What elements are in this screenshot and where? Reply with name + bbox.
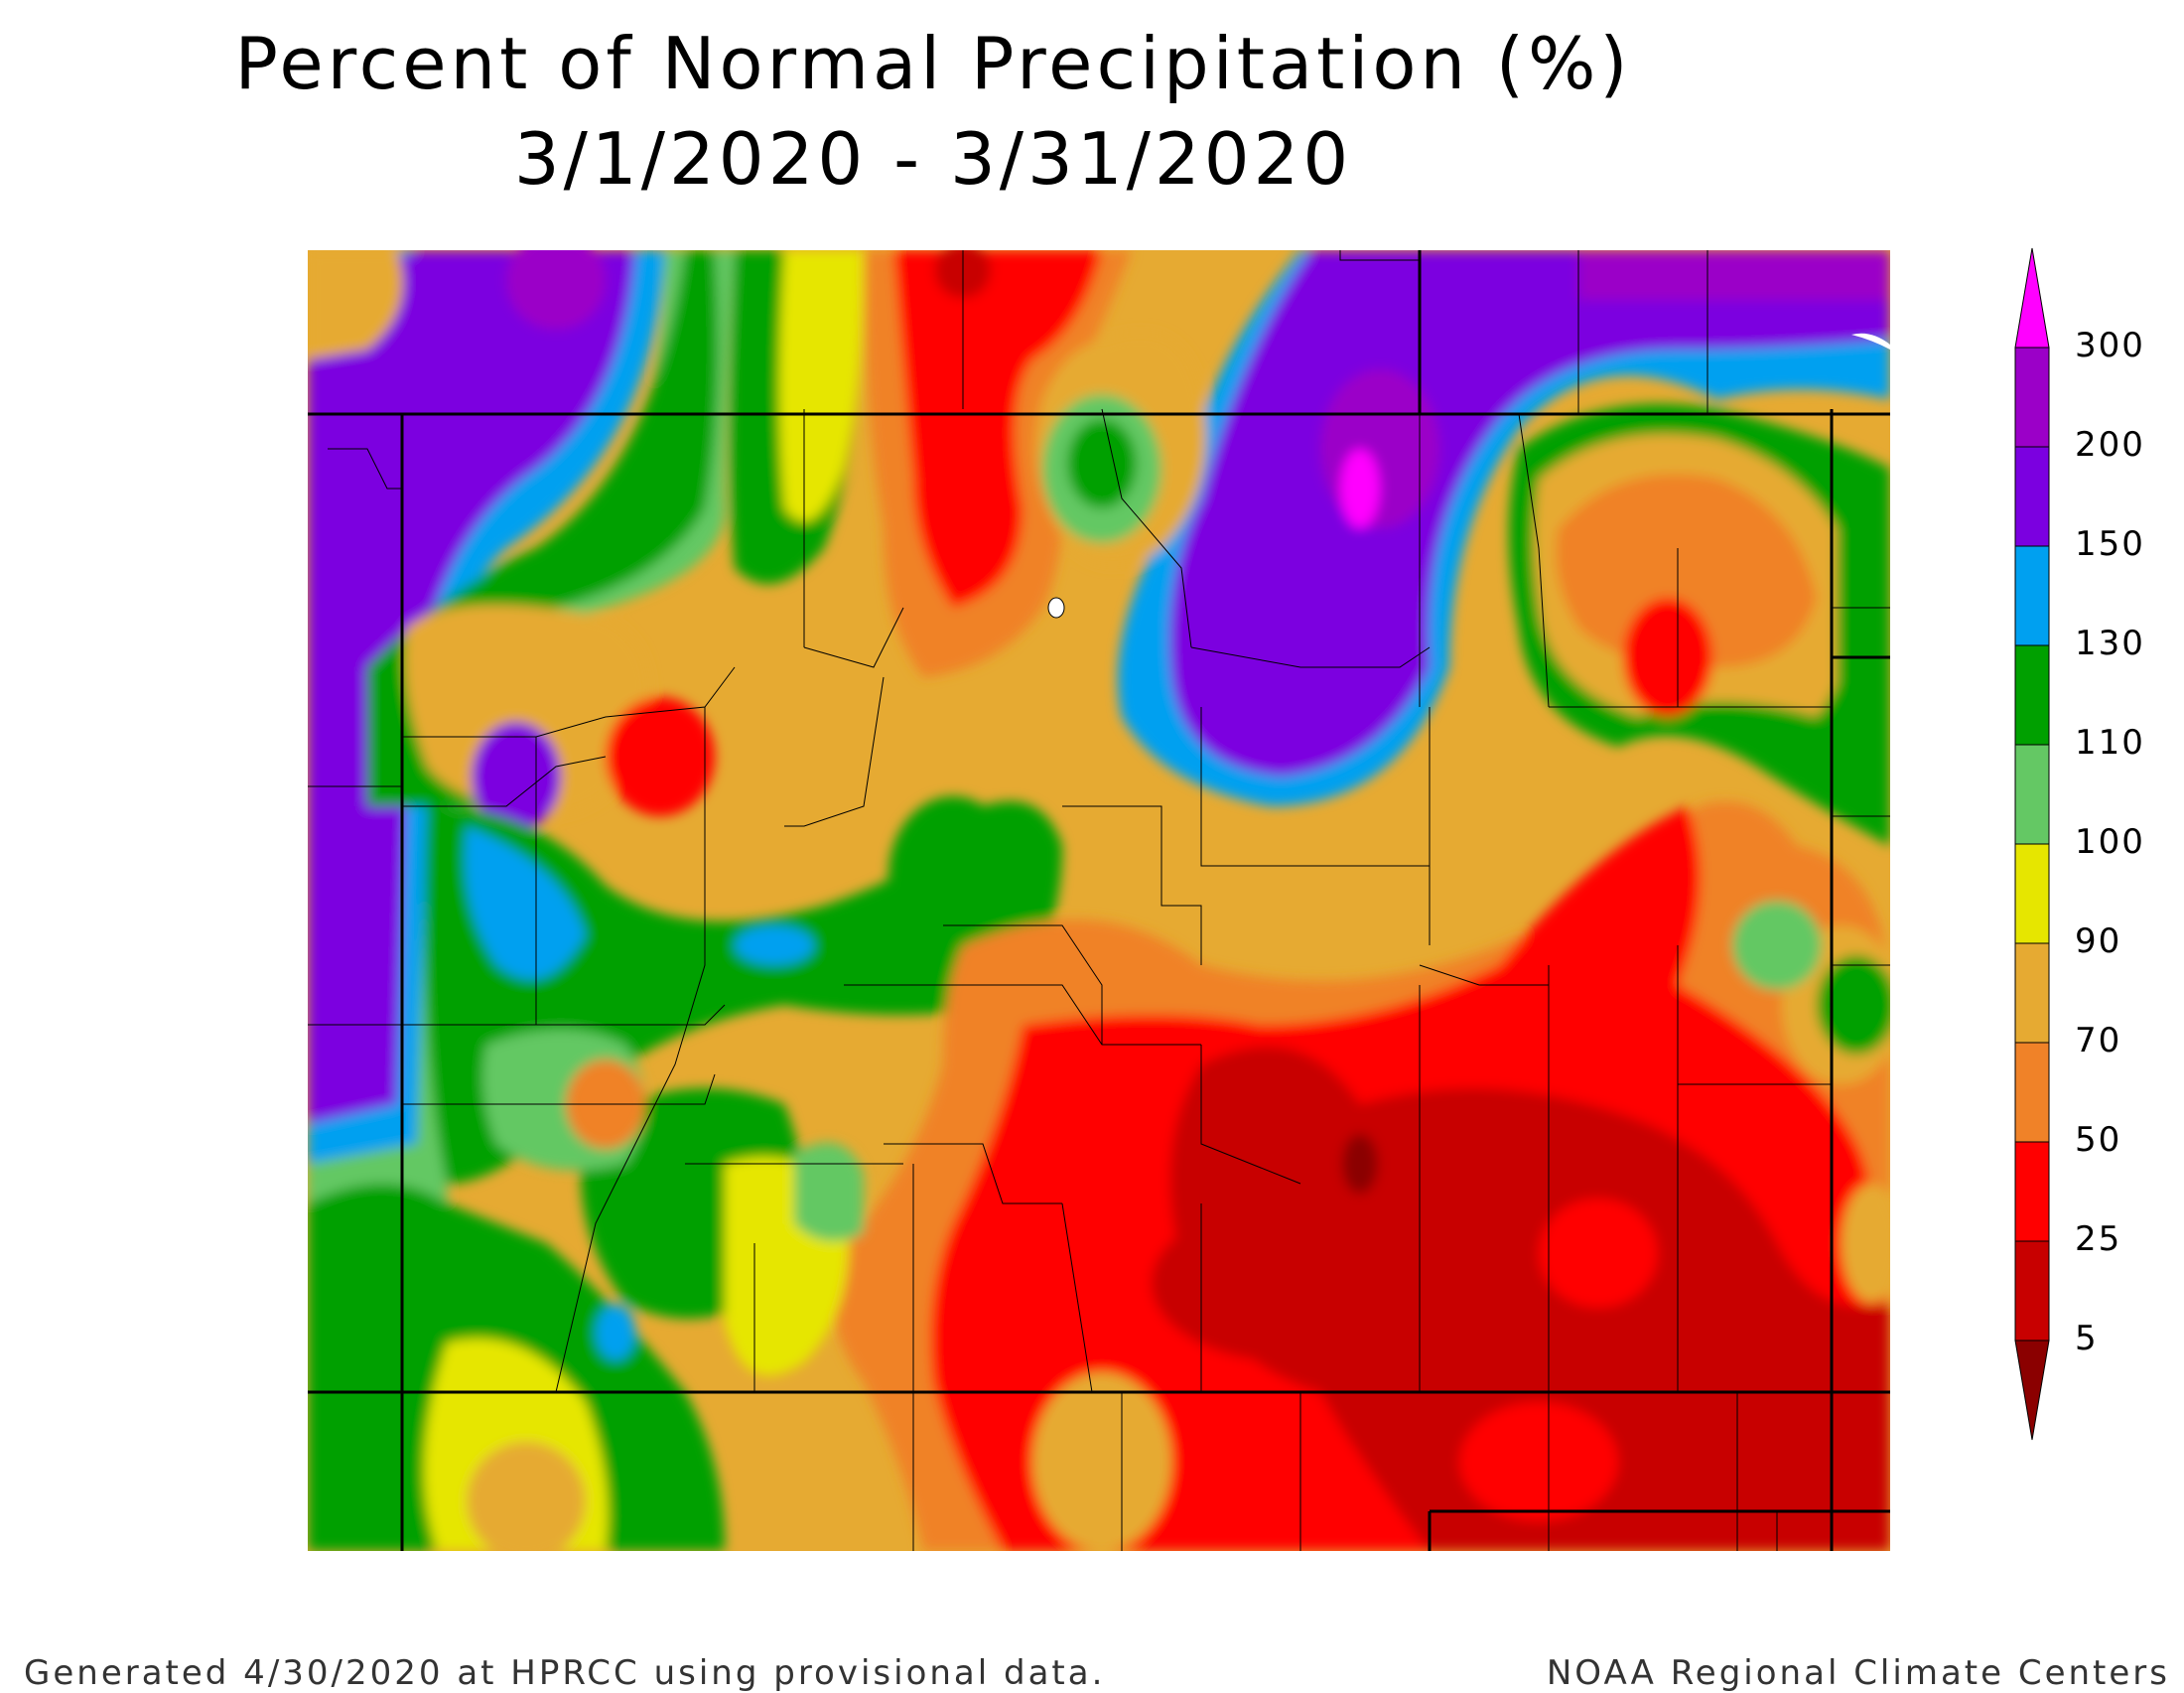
state-borders xyxy=(308,250,1890,1551)
map-date-range: 3/1/2020 - 3/31/2020 xyxy=(513,117,1353,201)
legend-swatch xyxy=(2014,744,2050,845)
legend-swatch xyxy=(2014,1141,2050,1242)
color-legend: 300 200 150 130 110 100 90 70 50 25 5 xyxy=(2005,238,2174,1460)
county-lines xyxy=(308,250,1890,1551)
legend-swatch xyxy=(2014,545,2050,646)
legend-swatch xyxy=(2014,644,2050,746)
legend-label: 300 xyxy=(2075,326,2145,365)
legend-label: 100 xyxy=(2075,822,2145,862)
legend-label: 110 xyxy=(2075,723,2145,763)
legend-label: 130 xyxy=(2075,624,2145,663)
generated-note: Generated 4/30/2020 at HPRCC using provi… xyxy=(24,1653,1106,1693)
legend-arrow-top xyxy=(2014,247,2050,349)
source-credit: NOAA Regional Climate Centers xyxy=(1546,1653,2170,1693)
legend-label: 200 xyxy=(2075,425,2145,465)
legend-arrow-bottom xyxy=(2014,1340,2050,1441)
map-title: Percent of Normal Precipitation (%) xyxy=(234,22,1632,105)
legend-swatch xyxy=(2014,843,2050,944)
legend-swatch xyxy=(2014,1240,2050,1341)
legend-colorbar xyxy=(2014,247,2050,1441)
legend-swatch xyxy=(2014,942,2050,1044)
lake xyxy=(1047,597,1065,619)
legend-label: 150 xyxy=(2075,524,2145,564)
legend-swatch xyxy=(2014,446,2050,547)
precipitation-map xyxy=(308,250,1890,1551)
legend-label: 25 xyxy=(2075,1219,2122,1259)
legend-swatch xyxy=(2014,1042,2050,1143)
legend-label: 90 xyxy=(2075,921,2122,961)
legend-label: 70 xyxy=(2075,1021,2122,1060)
lake xyxy=(1851,333,1890,350)
precip-contours xyxy=(308,250,1890,1551)
legend-label: 50 xyxy=(2075,1120,2122,1160)
legend-label: 5 xyxy=(2075,1319,2099,1358)
legend-swatch xyxy=(2014,347,2050,448)
